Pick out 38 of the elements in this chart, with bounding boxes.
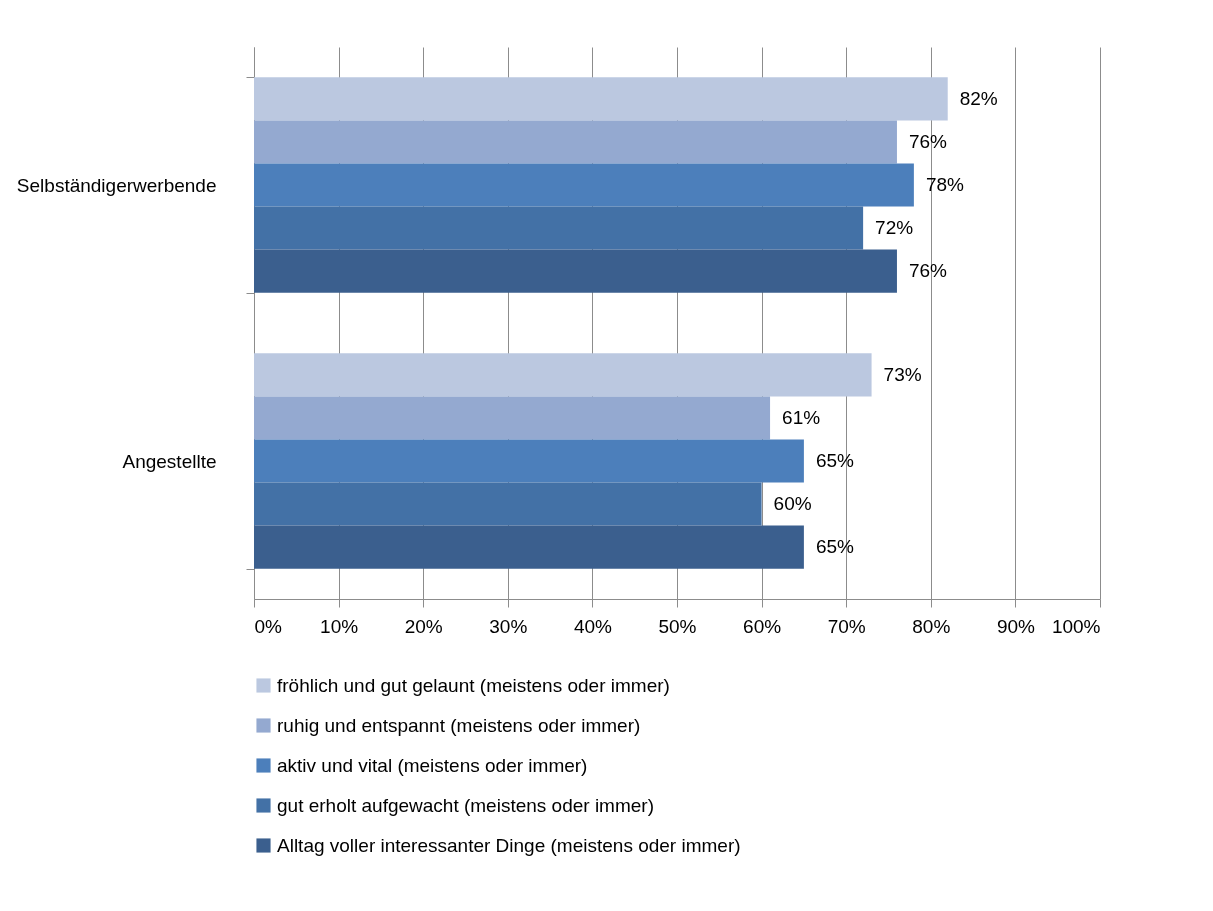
x-tick-label: 90% bbox=[996, 615, 1036, 637]
data-label: 72% bbox=[875, 217, 914, 239]
x-tick-label: 60% bbox=[743, 615, 782, 637]
data-label: 82% bbox=[959, 87, 998, 109]
legend-label: ruhig und entspannt (meistens oder immer) bbox=[277, 714, 641, 736]
x-tick-label: 10% bbox=[320, 615, 359, 637]
data-label: 65% bbox=[815, 450, 855, 471]
x-tick-label: 20% bbox=[404, 615, 443, 637]
legend-label: aktiv und vital (meistens oder immer) bbox=[277, 754, 588, 776]
legend-label: gut erholt aufgewacht (meistens oder immer) bbox=[277, 794, 654, 816]
bar bbox=[254, 120, 897, 164]
data-label: 78% bbox=[925, 174, 965, 195]
data-label: 60% bbox=[773, 493, 812, 515]
x-tick-label: 80% bbox=[912, 615, 951, 637]
x-tick-label: 70% bbox=[827, 615, 866, 637]
x-tick-label: 30% bbox=[489, 615, 528, 637]
bar bbox=[254, 77, 948, 121]
x-tick-label: 50% bbox=[658, 615, 697, 637]
bar bbox=[254, 249, 897, 293]
y-tick-label: Selbständigerwerbende bbox=[16, 174, 217, 196]
bar bbox=[254, 353, 872, 397]
data-label: 61% bbox=[782, 406, 821, 428]
data-label: 76% bbox=[908, 260, 948, 282]
legend-label: fröhlich und gut gelaunt (meistens oder immer) bbox=[277, 674, 670, 696]
bar bbox=[254, 482, 762, 526]
data-label: 73% bbox=[883, 363, 922, 385]
x-tick-label: 0% bbox=[254, 615, 283, 637]
bar bbox=[254, 206, 864, 250]
bar bbox=[254, 525, 804, 569]
bar bbox=[254, 396, 771, 440]
y-tick-label: Angestellte bbox=[122, 450, 217, 472]
data-label: 76% bbox=[908, 130, 948, 152]
x-tick-label: 100% bbox=[1051, 615, 1101, 637]
legend-label: Alltag voller interessanter Dinge (meistens oder immer) bbox=[277, 834, 741, 856]
x-tick-label: 40% bbox=[573, 615, 613, 637]
data-label: 65% bbox=[815, 536, 855, 558]
bar bbox=[254, 439, 804, 483]
bar bbox=[254, 163, 914, 207]
